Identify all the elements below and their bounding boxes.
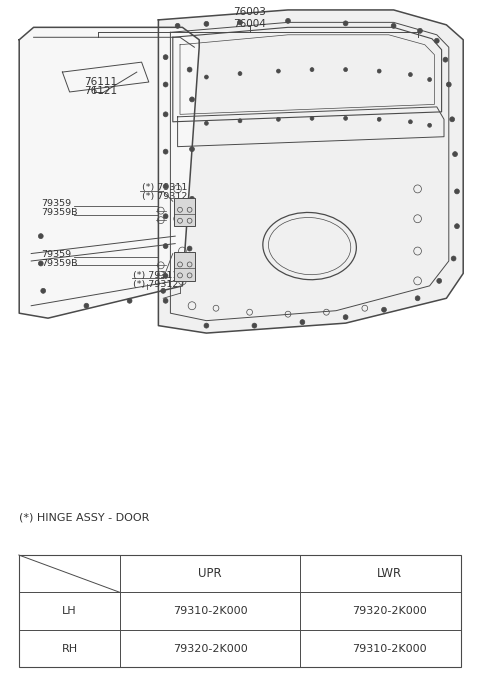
Circle shape [391,23,396,29]
Text: 76003: 76003 [233,7,266,18]
Circle shape [408,120,412,124]
Circle shape [163,184,168,189]
Text: 79320-2K000: 79320-2K000 [173,644,247,654]
Bar [173,197,195,227]
Circle shape [377,69,381,73]
Text: 79320-2K000: 79320-2K000 [352,606,427,616]
Text: 79310-2K000: 79310-2K000 [352,644,427,654]
Circle shape [187,246,192,251]
Circle shape [204,75,208,79]
Text: 79359B: 79359B [41,208,77,217]
Circle shape [310,67,314,72]
Text: (*) 79311: (*) 79311 [133,272,179,281]
Circle shape [190,196,194,202]
Circle shape [455,223,459,229]
Circle shape [415,296,420,301]
Polygon shape [19,27,199,318]
Circle shape [300,319,305,325]
Circle shape [343,315,348,319]
Circle shape [252,323,257,328]
Circle shape [204,21,209,27]
Text: (*) 79311: (*) 79311 [142,183,187,193]
Circle shape [451,256,456,261]
Text: 79359B: 79359B [41,259,77,268]
Circle shape [276,69,280,73]
Text: 76111: 76111 [84,77,117,87]
Text: LWR: LWR [377,567,402,580]
Circle shape [163,244,168,249]
Circle shape [38,234,43,238]
Circle shape [190,97,194,102]
Circle shape [443,57,448,62]
Circle shape [204,323,209,328]
Circle shape [175,23,180,29]
Circle shape [343,21,348,26]
Text: UPR: UPR [198,567,222,580]
Bar [19,555,461,667]
Circle shape [408,73,412,76]
Circle shape [344,67,348,72]
Circle shape [41,288,46,294]
Circle shape [450,117,455,122]
Text: 79359: 79359 [41,200,71,208]
Circle shape [377,117,381,121]
Circle shape [418,29,422,33]
Circle shape [276,117,280,121]
Circle shape [163,214,168,219]
Circle shape [382,307,386,312]
Text: (*) 79312: (*) 79312 [133,281,179,289]
Polygon shape [158,10,463,333]
Circle shape [453,152,457,157]
Circle shape [163,149,168,154]
Circle shape [187,67,192,72]
Circle shape [310,116,314,121]
Circle shape [238,72,242,76]
Text: LH: LH [62,606,77,616]
Circle shape [204,121,208,125]
Circle shape [428,123,432,127]
Circle shape [446,82,451,87]
Circle shape [455,189,459,194]
Text: (*) HINGE ASSY - DOOR: (*) HINGE ASSY - DOOR [19,513,149,522]
Circle shape [286,18,290,23]
Circle shape [434,38,439,44]
Circle shape [163,298,168,303]
Circle shape [163,54,168,60]
Circle shape [190,146,194,152]
Text: RH: RH [61,644,78,654]
Circle shape [163,273,168,279]
Text: 76121: 76121 [84,86,117,96]
Text: 76004: 76004 [233,19,266,29]
Circle shape [344,116,348,121]
Circle shape [163,112,168,117]
Circle shape [163,82,168,87]
Bar [173,253,195,281]
Circle shape [428,78,432,82]
Text: (*) 79312: (*) 79312 [142,192,187,202]
Text: 79359: 79359 [41,250,71,259]
Circle shape [84,303,89,308]
Circle shape [38,261,43,266]
Circle shape [127,298,132,303]
Circle shape [161,288,166,294]
Circle shape [238,20,242,25]
Circle shape [437,279,442,283]
Circle shape [238,118,242,123]
Text: 79310-2K000: 79310-2K000 [173,606,247,616]
